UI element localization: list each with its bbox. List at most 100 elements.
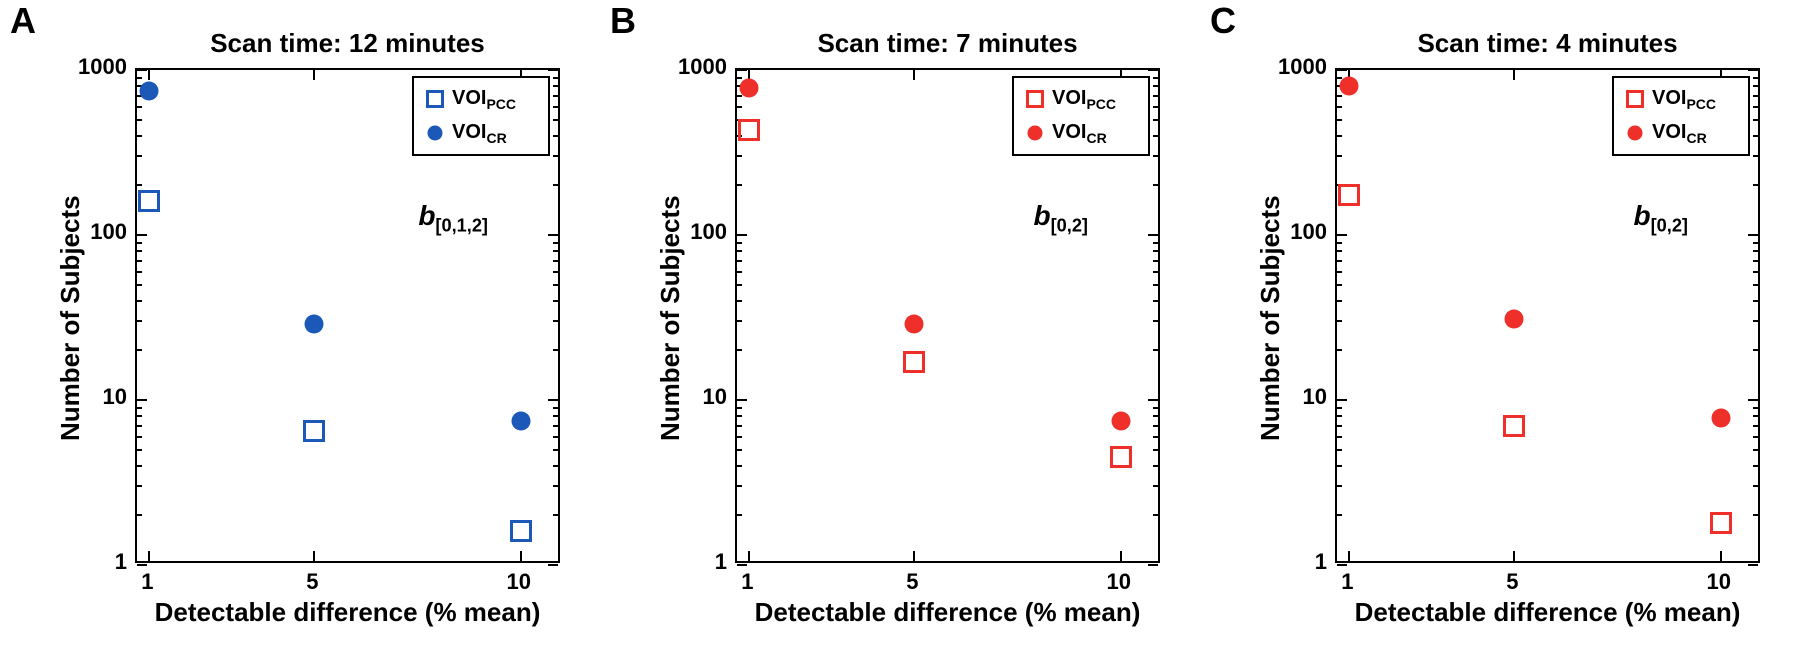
plot-area: VOIPCCVOICRb[0,2] [735, 68, 1160, 563]
y-tick [1748, 564, 1758, 566]
annotation: b[0,1,2] [418, 200, 488, 237]
x-tick-label: 5 [1497, 569, 1527, 595]
panel-title: Scan time: 7 minutes [735, 28, 1160, 59]
x-tick [913, 551, 915, 561]
legend-label-sub: PCC [1686, 96, 1716, 112]
y-tick [137, 399, 147, 401]
legend-label-base: VOI [1652, 121, 1686, 143]
annotation-base: b [418, 200, 435, 231]
y-minor-tick [1337, 300, 1342, 302]
y-minor-tick [553, 349, 558, 351]
data-point [1711, 408, 1731, 428]
y-minor-tick [1153, 184, 1158, 186]
x-tick-label: 10 [1704, 569, 1734, 595]
y-tick-label: 1000 [78, 54, 127, 80]
y-minor-tick [1153, 155, 1158, 157]
y-minor-tick [1153, 425, 1158, 427]
data-point [1710, 512, 1732, 534]
legend-label: VOICR [1052, 121, 1107, 146]
y-tick [1748, 234, 1758, 236]
y-minor-tick [1153, 260, 1158, 262]
y-minor-tick [137, 184, 142, 186]
legend-label-base: VOI [452, 121, 486, 143]
legend-label: VOICR [452, 121, 507, 146]
y-tick [1148, 399, 1158, 401]
legend-label-base: VOI [1052, 87, 1086, 109]
data-point [304, 314, 324, 334]
y-minor-tick [553, 465, 558, 467]
y-minor-tick [553, 514, 558, 516]
panel-A: A Scan time: 12 minutes VOIPCC VOICR b[0,1,2… [0, 0, 600, 658]
y-minor-tick [1337, 119, 1342, 121]
panel-label: A [10, 0, 36, 42]
y-minor-tick [1337, 250, 1342, 252]
x-tick-label: 10 [1104, 569, 1134, 595]
y-minor-tick [1337, 242, 1342, 244]
y-minor-tick [1753, 242, 1758, 244]
y-minor-tick [737, 155, 742, 157]
y-minor-tick [137, 135, 142, 137]
y-minor-tick [1753, 425, 1758, 427]
y-minor-tick [1753, 135, 1758, 137]
y-minor-tick [737, 436, 742, 438]
y-minor-tick [137, 407, 142, 409]
data-point [1338, 184, 1360, 206]
panel-title: Scan time: 12 minutes [135, 28, 560, 59]
y-minor-tick [1337, 320, 1342, 322]
y-tick [548, 234, 558, 236]
y-minor-tick [1153, 85, 1158, 87]
data-point [739, 78, 759, 98]
data-point [1111, 411, 1131, 431]
y-minor-tick [1753, 514, 1758, 516]
y-minor-tick [1153, 465, 1158, 467]
y-minor-tick [553, 250, 558, 252]
y-minor-tick [553, 119, 558, 121]
y-tick [737, 69, 747, 71]
x-tick [1513, 70, 1515, 80]
y-minor-tick [1753, 184, 1758, 186]
data-point [903, 351, 925, 373]
y-minor-tick [137, 449, 142, 451]
y-tick [1148, 564, 1158, 566]
data-point [1503, 415, 1525, 437]
y-axis-label: Number of Subjects [55, 195, 86, 441]
data-point [511, 411, 531, 431]
y-minor-tick [1153, 271, 1158, 273]
y-minor-tick [1753, 155, 1758, 157]
y-tick-label: 100 [690, 219, 727, 245]
legend-row: VOIPCC [418, 82, 544, 116]
y-minor-tick [1753, 436, 1758, 438]
y-minor-tick [1153, 300, 1158, 302]
legend-label-base: VOI [1052, 121, 1086, 143]
x-tick [313, 70, 315, 80]
y-minor-tick [1753, 449, 1758, 451]
x-tick [148, 70, 150, 80]
legend-label: VOIPCC [452, 87, 516, 112]
y-axis-label: Number of Subjects [1255, 195, 1286, 441]
circle-icon [1618, 116, 1652, 150]
y-minor-tick [553, 155, 558, 157]
y-minor-tick [1153, 95, 1158, 97]
y-minor-tick [553, 425, 558, 427]
y-minor-tick [553, 77, 558, 79]
y-minor-tick [1153, 242, 1158, 244]
y-minor-tick [1153, 349, 1158, 351]
y-minor-tick [553, 415, 558, 417]
square-icon [1618, 82, 1652, 116]
y-minor-tick [1753, 250, 1758, 252]
y-minor-tick [553, 407, 558, 409]
y-minor-tick [737, 184, 742, 186]
x-tick [148, 551, 150, 561]
y-tick [1337, 234, 1347, 236]
y-tick-label: 1000 [1278, 54, 1327, 80]
y-minor-tick [737, 415, 742, 417]
y-minor-tick [1753, 465, 1758, 467]
y-minor-tick [553, 242, 558, 244]
y-minor-tick [737, 242, 742, 244]
legend: VOIPCCVOICR [1612, 76, 1750, 156]
y-minor-tick [553, 436, 558, 438]
y-minor-tick [1337, 155, 1342, 157]
y-minor-tick [553, 184, 558, 186]
y-minor-tick [137, 514, 142, 516]
y-minor-tick [137, 465, 142, 467]
